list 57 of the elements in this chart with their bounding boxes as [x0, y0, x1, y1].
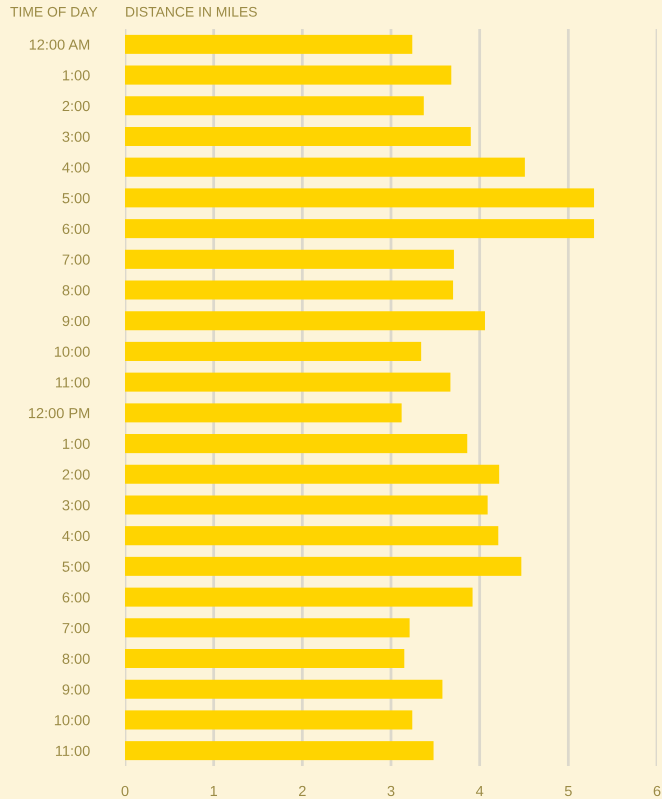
y-tick-label: 11:00 — [56, 746, 90, 756]
y-tick-label: 5:00 — [62, 192, 90, 204]
y-tick-label: 12:00 PM — [28, 408, 90, 418]
bar — [125, 250, 454, 269]
bar — [125, 280, 454, 300]
bar — [125, 741, 434, 760]
y-tick-label: 5:00 — [62, 561, 90, 572]
bar — [125, 588, 473, 607]
bar — [125, 618, 410, 638]
y-tick-label: 1:00 — [63, 70, 90, 80]
y-tick-label: 11:00 — [56, 377, 90, 388]
bar — [125, 464, 500, 484]
y-tick-label: 2:00 — [62, 100, 90, 112]
y-tick-label: 7:00 — [62, 254, 90, 265]
y-tick-label: 9:00 — [62, 684, 90, 695]
bar — [125, 649, 404, 668]
y-tick-label: 10:00 — [54, 346, 90, 357]
bar — [125, 495, 488, 514]
y-tick-label: 4:00 — [62, 530, 90, 542]
y-tick-label: 1:00 — [63, 438, 90, 449]
bar — [125, 34, 412, 54]
y-axis-title: TIME OF DAY — [10, 6, 98, 17]
x-tick-label: 5 — [564, 786, 572, 796]
y-tick-label: 2:00 — [62, 469, 90, 480]
x-axis-title: DISTANCE IN MILES — [126, 6, 257, 17]
bar — [125, 710, 412, 730]
bar — [125, 403, 402, 422]
bar — [125, 188, 594, 208]
bar — [125, 219, 594, 238]
x-tick-label: 1 — [210, 786, 218, 796]
bar — [125, 342, 422, 361]
x-tick-label: 4 — [476, 786, 484, 796]
y-tick-label: 8:00 — [62, 285, 90, 296]
bar — [125, 434, 468, 454]
y-tick-label: 12:00 AM — [30, 39, 90, 50]
x-tick-label: 6 — [654, 786, 660, 796]
y-tick-label: 4:00 — [62, 162, 90, 173]
x-tick-label: 3 — [388, 786, 394, 796]
bar — [125, 96, 424, 116]
y-tick-label: 9:00 — [62, 316, 90, 326]
bar — [125, 556, 522, 576]
bar — [125, 126, 471, 146]
y-tick-label: 6:00 — [62, 224, 90, 234]
y-tick-label: 8:00 — [62, 654, 90, 664]
bar — [125, 66, 452, 85]
x-tick-label: 2 — [299, 786, 306, 796]
y-tick-label: 10:00 — [54, 715, 90, 726]
bar — [125, 526, 498, 546]
bar — [125, 372, 450, 392]
x-tick-label: 0 — [122, 786, 128, 796]
y-tick-label: 3:00 — [62, 132, 90, 142]
y-tick-label: 3:00 — [62, 500, 90, 510]
bar — [125, 311, 485, 330]
y-tick-label: 7:00 — [62, 622, 90, 634]
bar — [125, 158, 525, 177]
bar — [125, 680, 442, 699]
y-tick-label: 6:00 — [62, 592, 90, 603]
